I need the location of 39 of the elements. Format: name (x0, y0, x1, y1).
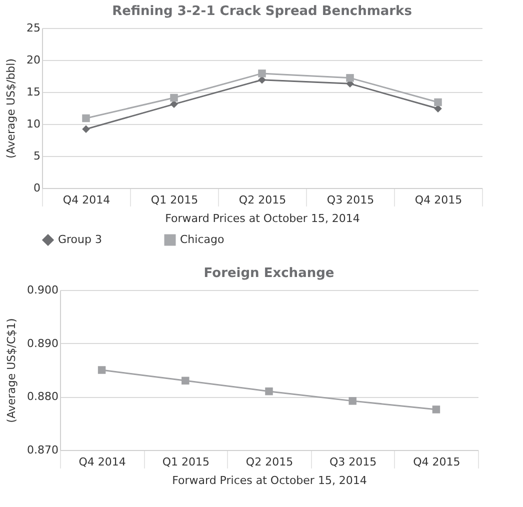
point (98, 366, 106, 374)
y-tick-label: 5 (34, 150, 40, 162)
legend-label: Group 3 (58, 233, 102, 246)
x-tick-label: Q4 2014 (62, 194, 110, 206)
y-tick-label: 20 (26, 54, 40, 66)
x-tick-label: Q4 2015 (413, 456, 460, 468)
legend-label: Chicago (180, 233, 224, 246)
point (434, 98, 442, 106)
y-axis-title: (Average US$/C$1) (5, 318, 18, 423)
point (432, 406, 440, 414)
y-tick-label: 0.900 (27, 284, 58, 296)
y-tick-label: 25 (26, 22, 40, 34)
y-tick-label: 0 (34, 182, 40, 194)
x-tick-label: Q1 2015 (162, 456, 210, 468)
y-tick-label: 15 (26, 86, 40, 98)
y-tick-label: 0.880 (27, 390, 58, 404)
y-tick-label: 0.870 (27, 444, 58, 456)
point (265, 387, 273, 396)
point (82, 114, 90, 122)
x-tick-label: Q4 2014 (78, 456, 126, 468)
y-tick-label: 10 (26, 118, 40, 130)
y-tick-label: 0.890 (27, 336, 58, 350)
x-tick-label: Q3 2015 (330, 456, 377, 468)
x-tick-label: Q1 2015 (150, 194, 198, 206)
point (258, 70, 266, 78)
x-tick-label: Q2 2015 (238, 194, 286, 206)
y-axis-title: (Average US$/bbl) (4, 58, 18, 159)
point (348, 397, 356, 405)
x-tick-label: Q4 2015 (414, 194, 462, 206)
x-axis-title: Forward Prices at October 15, 2014 (165, 212, 360, 225)
point (82, 125, 90, 133)
x-axis-title: Forward Prices at October 15, 2014 (172, 474, 367, 487)
chart-title: Foreign Exchange (204, 266, 334, 281)
point (346, 74, 354, 82)
x-tick-label: Q2 2015 (246, 456, 294, 468)
chart-title: Refining 3-2-1 Crack Spread Benchmarks (112, 4, 412, 19)
point (170, 94, 178, 102)
point (182, 376, 190, 385)
x-tick-label: Q3 2015 (326, 194, 374, 206)
